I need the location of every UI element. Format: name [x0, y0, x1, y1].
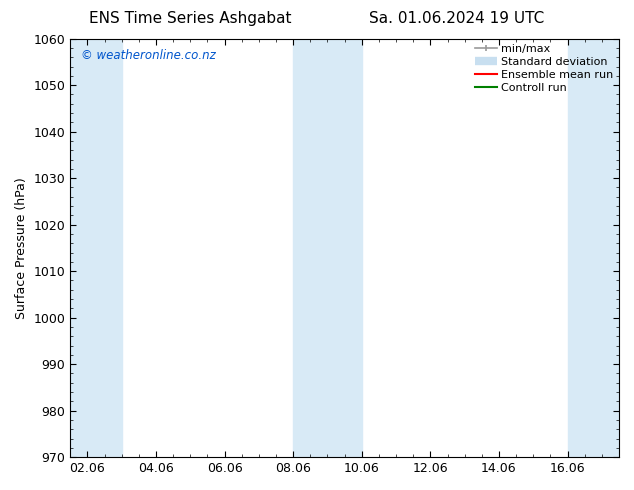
Legend: min/max, Standard deviation, Ensemble mean run, Controll run: min/max, Standard deviation, Ensemble me…: [472, 42, 616, 95]
Y-axis label: Surface Pressure (hPa): Surface Pressure (hPa): [15, 177, 28, 319]
Text: © weatheronline.co.nz: © weatheronline.co.nz: [81, 49, 216, 62]
Text: Sa. 01.06.2024 19 UTC: Sa. 01.06.2024 19 UTC: [369, 11, 544, 26]
Text: ENS Time Series Ashgabat: ENS Time Series Ashgabat: [89, 11, 292, 26]
Bar: [70, 39, 122, 457]
Bar: [567, 39, 619, 457]
Bar: [293, 39, 362, 457]
